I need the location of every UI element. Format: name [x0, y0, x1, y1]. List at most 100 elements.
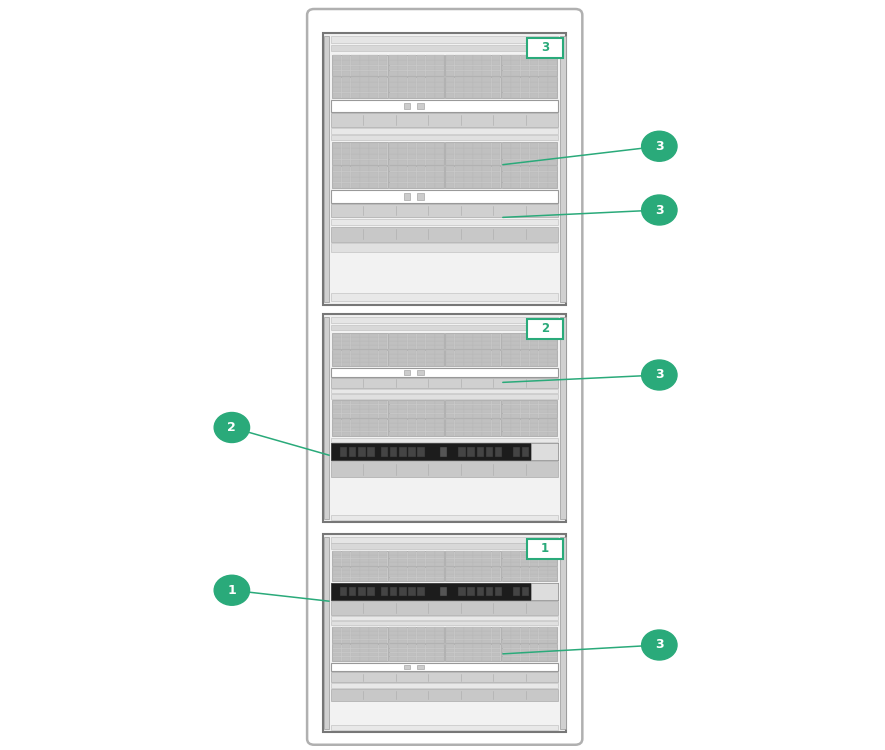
Bar	[473, 423, 482, 427]
Bar	[333, 423, 342, 427]
Bar	[446, 423, 454, 427]
Bar	[482, 70, 491, 76]
Bar	[473, 400, 482, 404]
Bar	[502, 341, 511, 345]
Bar	[530, 350, 538, 354]
Bar	[512, 652, 520, 656]
Bar	[502, 93, 511, 98]
Bar	[482, 334, 491, 337]
Bar	[445, 76, 501, 98]
Bar	[492, 166, 500, 171]
Bar	[333, 177, 342, 182]
Bar	[360, 640, 369, 644]
Bar	[473, 341, 482, 345]
Bar	[548, 405, 557, 409]
Bar	[398, 635, 407, 639]
Bar	[539, 423, 548, 427]
Bar	[548, 632, 557, 635]
Bar	[446, 166, 454, 171]
Bar	[530, 338, 538, 341]
Bar	[351, 567, 359, 570]
Bar	[539, 578, 548, 581]
Bar	[539, 338, 548, 341]
Bar	[417, 413, 426, 418]
Bar	[360, 644, 369, 648]
Bar	[351, 172, 359, 177]
Bar	[417, 551, 426, 555]
Bar	[548, 413, 557, 418]
Bar	[389, 142, 444, 165]
Bar	[502, 649, 511, 652]
Bar	[520, 652, 529, 656]
Bar	[369, 635, 378, 639]
Bar	[398, 405, 407, 409]
Bar	[369, 400, 378, 404]
Bar	[473, 551, 482, 555]
Bar	[407, 644, 416, 648]
Bar	[417, 341, 426, 345]
Bar	[398, 551, 407, 555]
Bar	[369, 578, 378, 581]
Bar	[446, 142, 454, 148]
Bar	[331, 388, 558, 393]
Bar	[520, 55, 529, 60]
Bar	[417, 172, 426, 177]
Bar	[389, 555, 397, 558]
Bar	[446, 410, 454, 413]
Bar	[502, 419, 558, 436]
Bar	[512, 60, 520, 65]
Bar	[350, 447, 357, 457]
Bar	[539, 148, 548, 154]
Bar	[530, 427, 538, 431]
Bar	[342, 644, 350, 648]
Bar	[389, 657, 397, 661]
Bar	[333, 346, 342, 349]
Bar	[389, 567, 397, 570]
Bar	[342, 166, 350, 171]
Bar	[512, 362, 520, 365]
Bar	[530, 571, 538, 574]
Bar	[333, 77, 342, 82]
Bar	[539, 632, 548, 635]
Circle shape	[642, 195, 677, 225]
Bar	[455, 88, 464, 92]
Bar	[502, 65, 511, 70]
Bar	[360, 350, 369, 354]
Bar	[333, 82, 342, 87]
Bar	[455, 640, 464, 644]
Bar	[492, 551, 500, 555]
Bar	[464, 635, 473, 639]
Bar	[492, 427, 500, 431]
Bar	[389, 627, 397, 631]
Bar	[407, 362, 416, 365]
Bar	[369, 70, 378, 76]
Bar	[333, 358, 342, 362]
Bar	[446, 574, 454, 578]
Bar	[530, 166, 538, 171]
Bar	[331, 583, 558, 599]
Bar	[407, 649, 416, 652]
Bar	[502, 566, 558, 581]
Bar	[560, 537, 566, 729]
Bar	[369, 93, 378, 98]
Bar	[379, 358, 388, 362]
Bar	[369, 423, 378, 427]
Bar	[548, 154, 557, 159]
Bar	[482, 172, 491, 177]
Bar	[369, 341, 378, 345]
Bar	[482, 562, 491, 566]
Bar	[473, 55, 482, 60]
Bar	[548, 354, 557, 358]
Bar	[333, 350, 342, 354]
Bar	[342, 93, 350, 98]
Bar	[492, 627, 500, 631]
Bar	[369, 567, 378, 570]
Bar	[351, 334, 359, 337]
Bar	[426, 400, 435, 404]
Bar	[398, 567, 407, 570]
Bar	[418, 664, 424, 670]
Bar	[398, 60, 407, 65]
Bar	[351, 627, 359, 631]
Circle shape	[214, 575, 250, 605]
Bar	[435, 334, 443, 337]
